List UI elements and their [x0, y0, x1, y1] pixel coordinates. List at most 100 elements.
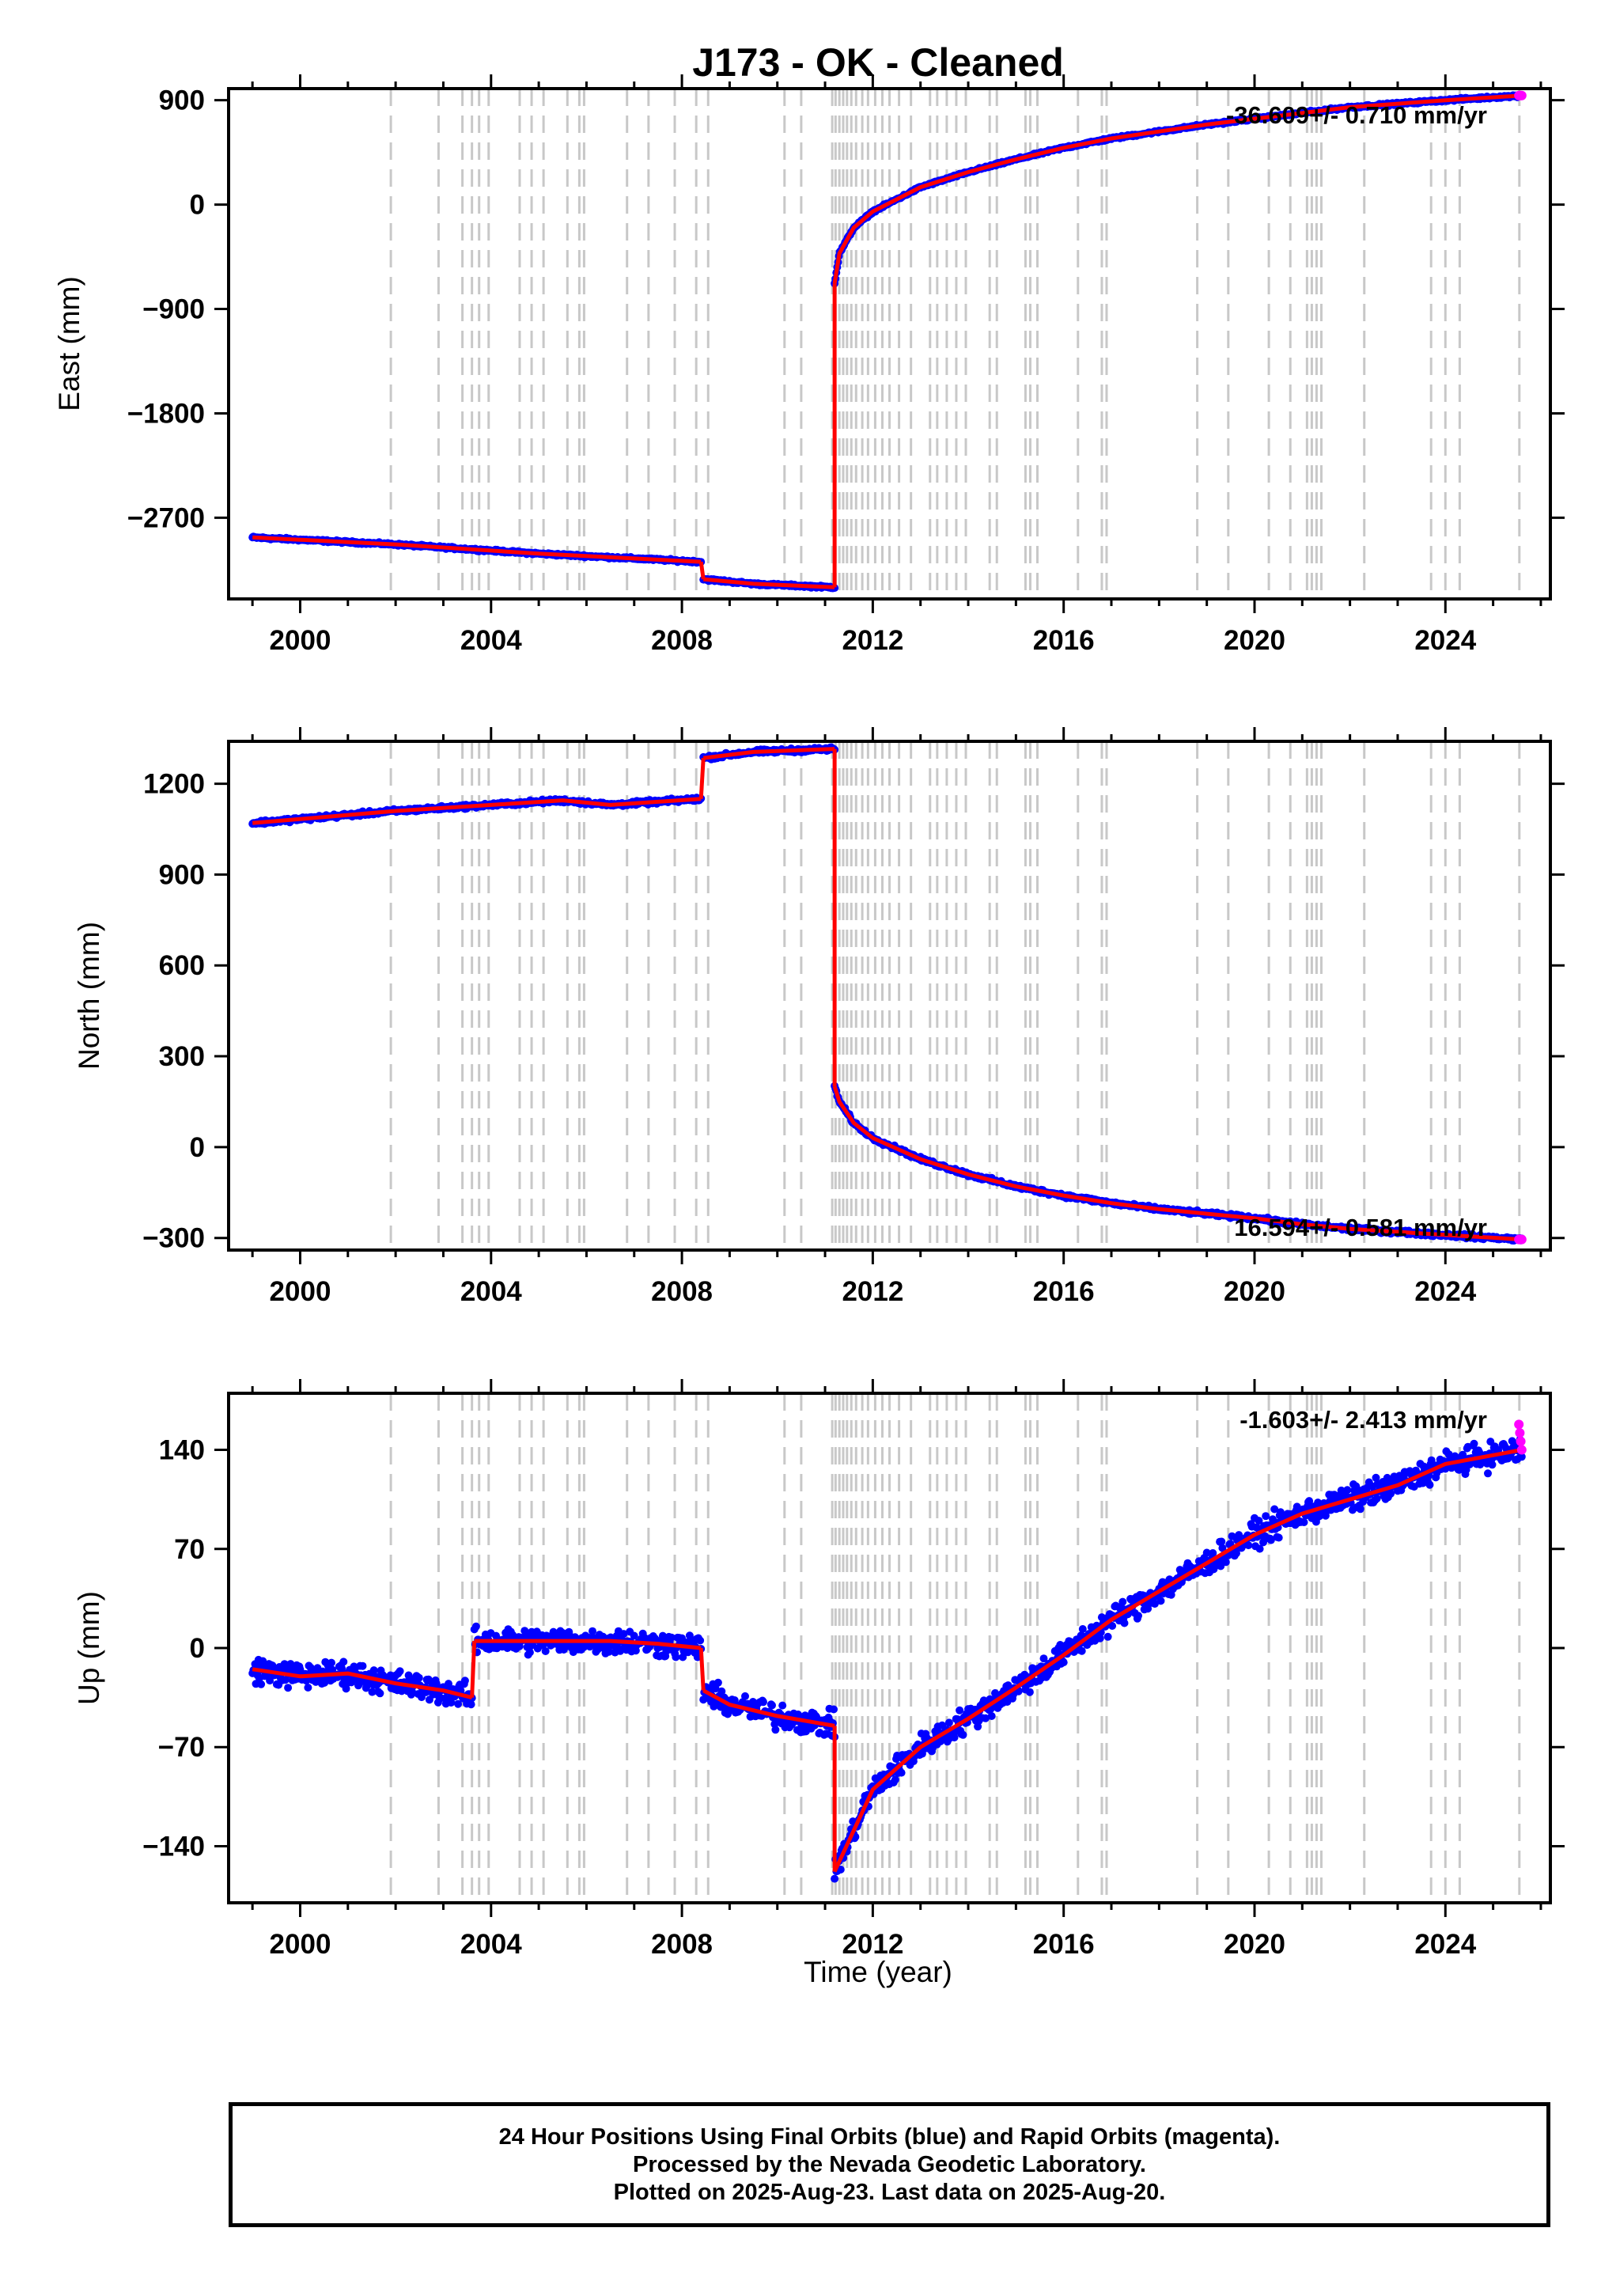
rapid-point [1516, 1445, 1527, 1455]
x-tick-label: 2012 [842, 1276, 903, 1307]
velocity-label: -1.603+/- 2.413 mm/yr [1240, 1406, 1487, 1434]
data-point [768, 1701, 776, 1710]
y-tick-label: −900 [142, 294, 205, 325]
y-tick-label: −2700 [127, 502, 205, 533]
data-point [741, 1692, 749, 1700]
velocity-label: 16.594+/- 0.581 mm/yr [1234, 1214, 1487, 1241]
data-point [830, 1705, 838, 1714]
x-tick-label: 2016 [1033, 1929, 1095, 1960]
rapid-point [1514, 90, 1524, 100]
data-point [956, 1706, 964, 1714]
x-tick-label: 2004 [460, 1929, 522, 1960]
x-tick-label: 2004 [460, 1276, 522, 1307]
y-tick-label: 70 [174, 1534, 205, 1565]
data-point [1156, 1597, 1165, 1605]
data-point [1484, 1469, 1492, 1478]
y-tick-label: −140 [142, 1831, 205, 1862]
data-point [1221, 1558, 1230, 1567]
data-point [1025, 1688, 1034, 1696]
x-tick-label: 2020 [1224, 1276, 1285, 1307]
data-point [1274, 1533, 1283, 1542]
model-line [252, 535, 702, 564]
chart-title: J173 - OK - Cleaned [692, 40, 1064, 85]
model-line [832, 93, 1522, 284]
y-axis-title: Up (mm) [73, 1591, 105, 1705]
y-tick-label: 900 [159, 85, 205, 116]
data-point [339, 1658, 348, 1666]
x-tick-label: 2020 [1224, 1929, 1285, 1960]
data-point [959, 1730, 967, 1739]
data-point [257, 1680, 266, 1688]
rapid-point [1514, 1234, 1524, 1245]
data-point [1134, 1612, 1142, 1620]
data-point [1103, 1632, 1112, 1641]
x-tick-label: 2012 [842, 625, 903, 656]
x-tick-label: 2020 [1224, 625, 1285, 656]
y-tick-label: 0 [190, 1132, 205, 1163]
rapid-point [1515, 1428, 1525, 1438]
data-point [1343, 1486, 1352, 1495]
footer-line-2: Processed by the Nevada Geodetic Laborat… [633, 2151, 1146, 2177]
y-tick-label: −1800 [127, 398, 205, 429]
x-tick-label: 2008 [651, 625, 713, 656]
x-tick-label: 2000 [270, 1929, 331, 1960]
x-tick-label: 2008 [651, 1929, 713, 1960]
y-tick-label: 0 [190, 190, 205, 221]
data-point [396, 1667, 404, 1676]
velocity-label: -36.609+/- 0.710 mm/yr [1226, 101, 1487, 129]
x-tick-label: 2016 [1033, 625, 1095, 656]
data-point [1300, 1518, 1308, 1526]
data-point [376, 1689, 384, 1698]
panel-east: 2000 2004 2008 2012 2016 2020 2024 −2700 −1800 −9… [53, 74, 1565, 656]
data-point [1244, 1541, 1253, 1550]
rapid-point [1516, 1436, 1526, 1446]
panel-north: 2000 2004 2008 2012 2016 2020 2024 −300 0 300 600 9… [73, 727, 1565, 1307]
rapid-point [1514, 1419, 1524, 1430]
y-axis-title: East (mm) [53, 276, 85, 411]
footer-line-1: 24 Hour Positions Using Final Orbits (bl… [498, 2124, 1281, 2150]
offset-line [698, 757, 706, 799]
data-point [1077, 1646, 1086, 1655]
y-tick-label: −70 [158, 1732, 205, 1763]
x-tick-label: 2000 [270, 1276, 331, 1307]
data-point [327, 1658, 335, 1667]
data-point [414, 1673, 423, 1682]
footer-note: 24 Hour Positions Using Final Orbits (bl… [229, 2102, 1550, 2227]
data-point [1425, 1480, 1434, 1489]
data-point [778, 1701, 787, 1710]
final-orbit-points [248, 743, 1526, 1245]
offset-line [698, 561, 706, 580]
data-point [696, 1636, 705, 1645]
data-point [1118, 1597, 1127, 1606]
data-point [1120, 1619, 1129, 1627]
x-tick-label: 2008 [651, 1276, 713, 1307]
y-tick-label: 900 [159, 859, 205, 890]
y-tick-label: 300 [159, 1041, 205, 1072]
final-orbit-points [248, 91, 1526, 593]
data-point [897, 1768, 906, 1777]
x-tick-label: 2024 [1414, 625, 1476, 656]
data-point [1356, 1505, 1364, 1514]
data-point [1488, 1461, 1497, 1469]
data-point [831, 1874, 839, 1883]
data-point [304, 1684, 312, 1692]
data-point [771, 1726, 780, 1734]
x-tick-label: 2004 [460, 625, 522, 656]
offset-line [698, 1647, 706, 1691]
x-tick-label: 2000 [270, 625, 331, 656]
y-tick-label: 600 [159, 950, 205, 981]
data-point [987, 1712, 996, 1720]
y-tick-label: 0 [190, 1633, 205, 1664]
data-point [471, 1622, 480, 1631]
footer-line-3: Plotted on 2025-Aug-23. Last data on 202… [613, 2179, 1166, 2205]
plot-frame [227, 87, 1552, 601]
x-axis-title: Time (year) [804, 1956, 952, 1988]
x-tick-label: 2024 [1414, 1929, 1476, 1960]
y-tick-label: 140 [159, 1435, 205, 1466]
data-point [1262, 1512, 1270, 1521]
data-point [944, 1718, 953, 1727]
data-point [460, 1677, 469, 1685]
y-axis-title: North (mm) [73, 922, 105, 1070]
data-point [1235, 1531, 1243, 1540]
